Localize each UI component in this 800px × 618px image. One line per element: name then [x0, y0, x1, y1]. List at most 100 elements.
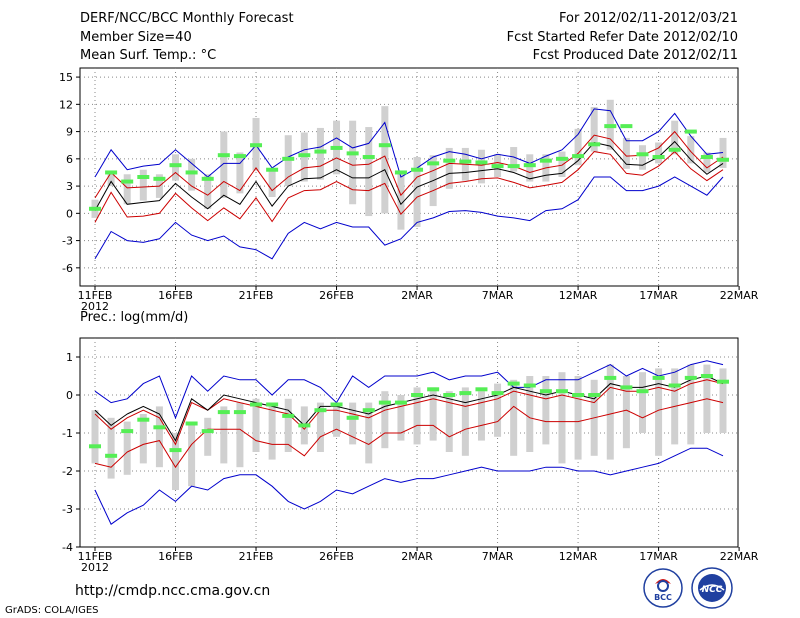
ensemble-spread-bar — [590, 107, 598, 152]
panel-0-xtick-label: 7MAR — [482, 289, 514, 302]
series-mean-line — [94, 375, 724, 442]
obs-marker — [491, 391, 504, 396]
ensemble-spread-bar — [397, 395, 405, 441]
ensemble-spread-bar — [606, 364, 614, 460]
ensemble-spread-bar — [123, 421, 131, 475]
obs-marker — [684, 129, 697, 134]
obs-marker — [700, 374, 713, 378]
panel-1-xtick-label: 26FEB — [319, 550, 354, 563]
ensemble-spread-bar — [204, 417, 212, 456]
series-max-line — [94, 108, 724, 178]
panel-1-ytick-label: -1 — [62, 427, 73, 440]
series-mean-line — [94, 140, 724, 211]
obs-marker — [394, 170, 407, 175]
obs-marker — [378, 143, 391, 148]
obs-marker — [555, 156, 568, 161]
ensemble-spread-bar — [155, 406, 163, 468]
ensemble-spread-bar — [284, 398, 292, 452]
obs-marker — [652, 155, 665, 160]
ensemble-spread-bar — [477, 391, 485, 441]
obs-marker — [105, 170, 118, 175]
panel-1-ytick-label: -2 — [62, 465, 73, 478]
ensemble-spread-bar — [172, 433, 180, 490]
ensemble-spread-bar — [655, 368, 663, 456]
panel-1-xtick-label: 7MAR — [482, 550, 514, 563]
obs-marker — [588, 142, 601, 147]
series-max-line — [94, 360, 724, 420]
obs-marker — [185, 421, 198, 426]
obs-marker — [636, 152, 649, 157]
ensemble-spread-bar — [622, 376, 630, 449]
panel-0-ytick-label: 9 — [66, 126, 73, 139]
ensemble-spread-bar — [268, 402, 276, 460]
ensemble-spread-bar — [252, 398, 260, 452]
ensemble-spread-bar — [349, 120, 357, 205]
obs-marker — [507, 381, 520, 386]
panel-1-ytick-label: 0 — [66, 389, 73, 402]
bcc-logo: BCC — [643, 568, 683, 608]
obs-marker — [89, 206, 101, 211]
obs-marker — [298, 423, 311, 428]
obs-marker — [137, 175, 150, 179]
ensemble-spread-bar — [413, 157, 421, 227]
obs-marker — [475, 160, 488, 165]
panel-1-xtick-label: 16FEB — [158, 550, 193, 563]
grads-credit: GrADS: COLA/IGES — [5, 605, 99, 616]
ensemble-spread-bar — [204, 174, 212, 209]
ensemble-spread-bar — [188, 425, 196, 487]
ensemble-spread-bar — [236, 152, 244, 194]
ensemble-spread-bar — [365, 402, 373, 464]
panel-0-xtick-label: 21FEB — [239, 289, 274, 302]
series-lower-line — [94, 150, 724, 223]
member-size: Member Size=40 — [80, 30, 192, 45]
obs-marker — [700, 155, 713, 160]
panel-0-xtick-label: 26FEB — [319, 289, 354, 302]
obs-marker — [282, 156, 295, 161]
obs-marker — [105, 453, 118, 458]
ensemble-spread-bar — [719, 368, 727, 433]
footer-url[interactable]: http://cmdp.ncc.cma.gov.cn — [75, 583, 271, 599]
ensemble-spread-bar — [574, 376, 582, 460]
obs-marker — [491, 164, 504, 169]
panel-0-xtick-label: 12MAR — [559, 289, 598, 302]
ensemble-spread-bar — [655, 142, 663, 164]
bcc-logo-text: BCC — [654, 593, 672, 602]
ensemble-spread-bar — [188, 158, 196, 191]
obs-marker — [620, 124, 633, 129]
ensemble-spread-bar — [638, 372, 646, 433]
ensemble-spread-bar — [445, 391, 453, 452]
obs-marker — [137, 417, 150, 422]
obs-marker — [346, 151, 359, 156]
ensemble-spread-bar — [574, 128, 582, 166]
obs-marker — [201, 176, 214, 181]
chart-title: DERF/NCC/BCC Monthly Forecast — [80, 11, 294, 26]
obs-marker — [266, 402, 279, 407]
ncc-logo: NCC — [691, 567, 733, 609]
obs-marker — [427, 387, 440, 392]
ensemble-spread-bar — [526, 376, 534, 452]
panel-0-ytick-label: 3 — [66, 180, 73, 193]
obs-marker — [346, 415, 359, 420]
panel-0-ytick-label: 15 — [59, 71, 73, 84]
panel-0-ytick-label: -6 — [62, 262, 73, 275]
ensemble-spread-bar — [558, 372, 566, 464]
ensemble-spread-bar — [316, 127, 324, 180]
panel-0-xtick-label: 16FEB — [158, 289, 193, 302]
obs-marker — [636, 389, 649, 394]
obs-marker — [604, 375, 617, 380]
obs-marker — [652, 375, 665, 380]
ensemble-spread-bar — [220, 406, 228, 464]
obs-marker — [362, 408, 375, 413]
ensemble-spread-bar — [333, 402, 341, 437]
variable-label: Mean Surf. Temp.: °C — [80, 48, 217, 63]
obs-marker — [314, 408, 327, 413]
panel-1-xtick-label: 11FEB — [78, 550, 113, 563]
obs-marker — [201, 429, 214, 434]
ensemble-spread-bar — [558, 151, 566, 177]
obs-marker — [330, 145, 343, 150]
ensemble-spread-bar — [365, 127, 373, 217]
obs-marker — [250, 402, 263, 407]
obs-marker — [153, 425, 166, 430]
obs-marker — [459, 391, 472, 396]
series-min-line — [94, 176, 724, 260]
